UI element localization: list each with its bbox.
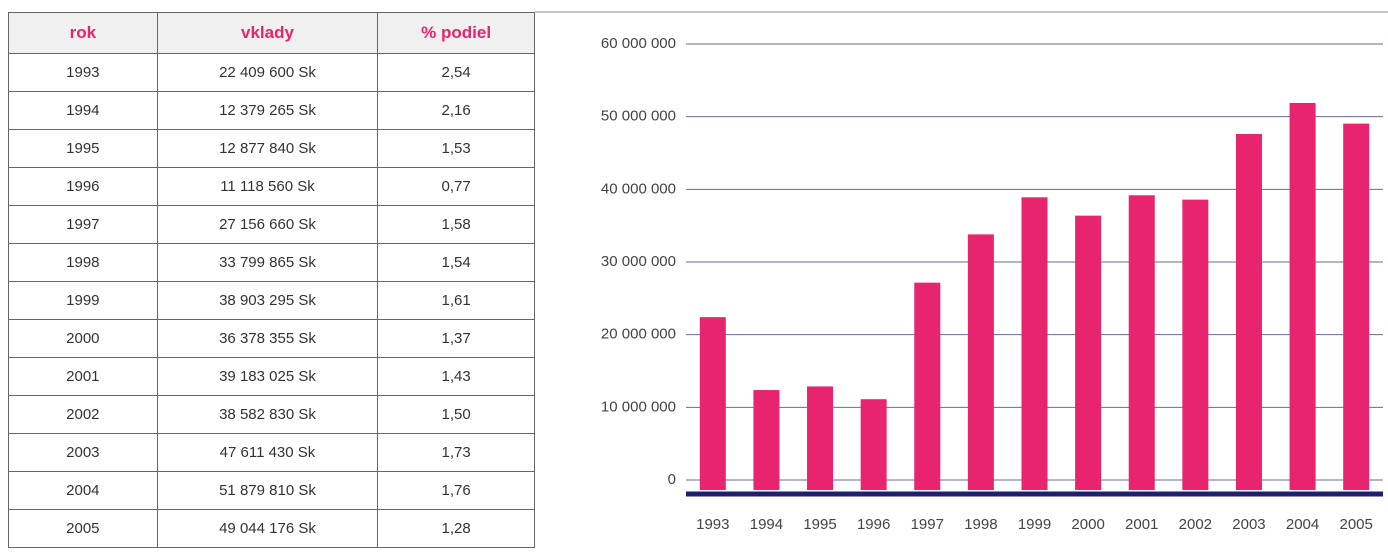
header-cell: rok [8, 12, 158, 54]
x-tick-label: 2000 [1071, 516, 1104, 533]
table-row: 2005 49 044 176 Sk 1,28 [8, 509, 535, 548]
table-cell: 12 877 840 Sk [156, 129, 379, 168]
y-tick-label: 10 000 000 [601, 398, 676, 415]
y-tick-label: 60 000 000 [601, 35, 676, 52]
table-cell: 38 903 295 Sk [156, 281, 379, 320]
x-tick-label: 1995 [803, 516, 836, 533]
table-cell: 2001 [8, 357, 158, 396]
header-cell: vklady [156, 12, 379, 54]
table-cell: 1994 [8, 91, 158, 130]
table-cell: 1,43 [377, 357, 535, 396]
table-row: 1996 11 118 560 Sk 0,77 [8, 167, 535, 206]
table-row: 2002 38 582 830 Sk 1,50 [8, 395, 535, 434]
y-tick-label: 50 000 000 [601, 108, 676, 125]
x-tick-label: 1993 [696, 516, 729, 533]
x-tick-label: 2001 [1125, 516, 1158, 533]
table-cell: 0,77 [377, 167, 535, 206]
bar [699, 317, 726, 490]
table-cell: 1,61 [377, 281, 535, 320]
table-cell: 12 379 265 Sk [156, 91, 379, 130]
table-cell: 11 118 560 Sk [156, 167, 379, 206]
x-tick-label: 1999 [1018, 516, 1051, 533]
table-cell: 1,76 [377, 471, 535, 510]
bar [1075, 215, 1102, 490]
table-cell: 1,73 [377, 433, 535, 472]
bar [1343, 123, 1370, 491]
table-body: 1993 22 409 600 Sk 2,54 1994 12 379 265 Sk 2,… [8, 53, 535, 548]
table-cell: 47 611 430 Sk [156, 433, 379, 472]
bar [807, 386, 834, 490]
table-row: 1999 38 903 295 Sk 1,61 [8, 281, 535, 320]
table-cell: 1996 [8, 167, 158, 206]
table-cell: 1993 [8, 53, 158, 92]
header-cell: % podiel [377, 12, 535, 54]
table-row: 1994 12 379 265 Sk 2,16 [8, 91, 535, 130]
table-cell: 1,37 [377, 319, 535, 358]
table-cell: 27 156 660 Sk [156, 205, 379, 244]
table-cell: 2,54 [377, 53, 535, 92]
table-cell: 2003 [8, 433, 158, 472]
table-cell: 2005 [8, 509, 158, 548]
table-cell: 51 879 810 Sk [156, 471, 379, 510]
x-tick-label: 1996 [857, 516, 890, 533]
table-row: 1998 33 799 865 Sk 1,54 [8, 243, 535, 282]
table-cell: 1,53 [377, 129, 535, 168]
table-row: 1997 27 156 660 Sk 1,58 [8, 205, 535, 244]
table-cell: 1995 [8, 129, 158, 168]
table-row: 2000 36 378 355 Sk 1,37 [8, 319, 535, 358]
table-cell: 38 582 830 Sk [156, 395, 379, 434]
table-cell: 49 044 176 Sk [156, 509, 379, 548]
y-tick-label: 30 000 000 [601, 253, 676, 270]
table-row: 2003 47 611 430 Sk 1,73 [8, 433, 535, 472]
x-tick-label: 1994 [750, 516, 783, 533]
bar [1182, 199, 1209, 490]
bar [753, 390, 780, 490]
bar [1235, 134, 1262, 490]
data-table: rok vklady% podiel 1993 22 409 600 Sk 2,54 1… [8, 12, 535, 548]
table-cell: 2,16 [377, 91, 535, 130]
table-row: 2001 39 183 025 Sk 1,43 [8, 357, 535, 396]
bar [1128, 195, 1155, 490]
x-tick-label: 1998 [964, 516, 997, 533]
bar [1289, 103, 1316, 490]
table-cell: 1998 [8, 243, 158, 282]
table-cell: 2000 [8, 319, 158, 358]
table-row: 2004 51 879 810 Sk 1,76 [8, 471, 535, 510]
x-tick-label: 2003 [1232, 516, 1265, 533]
table-row: 1993 22 409 600 Sk 2,54 [8, 53, 535, 92]
x-tick-label: 2005 [1340, 516, 1373, 533]
table-cell: 1,58 [377, 205, 535, 244]
table-cell: 1,50 [377, 395, 535, 434]
table-cell: 22 409 600 Sk [156, 53, 379, 92]
header-row: rok vklady% podiel [8, 12, 535, 54]
bar [914, 282, 941, 490]
table-cell: 33 799 865 Sk [156, 243, 379, 282]
table-cell: 1,28 [377, 509, 535, 548]
y-tick-label: 40 000 000 [601, 180, 676, 197]
table-row: 1995 12 877 840 Sk 1,53 [8, 129, 535, 168]
bar [1021, 197, 1048, 490]
table-cell: 2002 [8, 395, 158, 434]
table-cell: 1,54 [377, 243, 535, 282]
y-tick-label: 20 000 000 [601, 326, 676, 343]
table-cell: 36 378 355 Sk [156, 319, 379, 358]
bar [860, 399, 887, 490]
x-tick-label: 2002 [1179, 516, 1212, 533]
bar [967, 234, 994, 490]
table-cell: 1997 [8, 205, 158, 244]
table-cell: 39 183 025 Sk [156, 357, 379, 396]
y-tick-label: 0 [668, 471, 676, 488]
table-cell: 2004 [8, 471, 158, 510]
table-cell: 1999 [8, 281, 158, 320]
x-tick-label: 1997 [911, 516, 944, 533]
x-tick-label: 2004 [1286, 516, 1319, 533]
